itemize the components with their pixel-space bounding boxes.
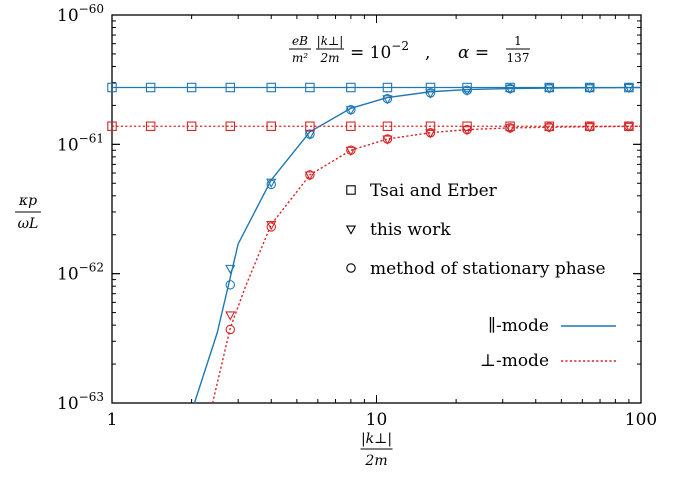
parallel-tsai-erber-marker: [186, 82, 197, 93]
parallel-stationary-phase-marker: [225, 280, 236, 290]
parallel-this-work-marker: [504, 85, 516, 95]
perp-tsai-erber-marker: [382, 121, 393, 131]
perp-stationary-phase-marker: [225, 324, 236, 335]
legend-label-triangle: this work: [370, 220, 451, 240]
perp-this-work-marker: [584, 123, 595, 133]
annotation-alpha-num: 1: [514, 34, 522, 48]
y-tick-label: 10−60: [57, 2, 104, 26]
annotation-alpha: α =: [458, 43, 489, 63]
x-tick-label: 100: [625, 410, 657, 430]
parallel-tsai-erber-marker: [266, 82, 276, 93]
perp-this-work-marker: [225, 311, 236, 321]
parallel-this-work-marker: [544, 84, 555, 94]
parallel-stationary-phase-marker: [544, 83, 555, 93]
annotation-eb: eB: [292, 34, 308, 48]
parallel-tsai-erber-marker: [425, 82, 436, 93]
perp-tsai-erber-marker: [107, 121, 117, 131]
parallel-stationary-phase-marker: [462, 85, 472, 95]
parallel-this-work-marker: [382, 95, 393, 105]
annotation-k: |k⊥|: [317, 34, 344, 48]
perp-this-work-marker: [504, 124, 516, 134]
parallel-tsai-erber-marker: [346, 82, 356, 93]
parallel-stationary-phase-marker: [425, 88, 436, 98]
y-tick-label: 10−61: [57, 131, 104, 155]
parallel-mode-curve: [193, 86, 641, 403]
parallel-this-work-marker: [623, 84, 635, 94]
x-tick-label: 1: [107, 410, 118, 430]
annotation-m2: m²: [292, 51, 308, 65]
annotation-alpha-den: 137: [507, 51, 530, 65]
perp-this-work-marker: [345, 146, 357, 157]
parallel-this-work-marker: [461, 86, 473, 96]
parallel-stationary-phase-marker: [346, 105, 356, 115]
annotation-2m: 2m: [319, 51, 339, 65]
perp-this-work-marker: [266, 221, 277, 231]
parallel-stationary-phase-marker: [505, 83, 515, 94]
y-tick-label: 10−62: [57, 261, 104, 285]
perp-stationary-phase-marker: [346, 145, 356, 156]
marker-layer: [107, 82, 635, 335]
legend-label-circle: method of stationary phase: [370, 259, 606, 279]
text-layer: 1 10 100 10−63 10−62 10−61 10−60 |k⊥| 2m κp ωL eB m²…: [15, 2, 657, 469]
parallel-stationary-phase-marker: [266, 179, 276, 190]
y-tick-label: 10−63: [57, 390, 104, 414]
parallel-stationary-phase-marker: [624, 82, 634, 93]
legend-label-square: Tsai and Erber: [370, 181, 498, 201]
legend-square-marker: [346, 185, 356, 195]
perp-stationary-phase-marker: [305, 170, 315, 180]
perp-tsai-erber-marker: [305, 121, 315, 131]
perp-stationary-phase-marker: [425, 127, 436, 138]
legend-circle-marker: [346, 263, 356, 273]
axes-layer: [111, 14, 642, 404]
perp-stationary-phase-marker: [584, 121, 595, 132]
perp-this-work-marker: [461, 126, 473, 136]
data-layer: [112, 86, 641, 403]
perp-stationary-phase-marker: [382, 134, 393, 144]
x-tick-label: 10: [366, 410, 388, 430]
y-axis-label-denominator: ωL: [18, 216, 39, 232]
perp-tsai-erber-marker: [346, 121, 356, 131]
parallel-stationary-phase-marker: [382, 94, 393, 104]
perp-tsai-erber-marker: [425, 121, 436, 131]
parallel-tsai-erber-marker: [107, 82, 117, 93]
parallel-tsai-erber-marker: [225, 82, 236, 93]
perp-this-work-marker: [425, 129, 436, 139]
parallel-this-work-marker: [225, 264, 236, 275]
perp-stationary-phase-marker: [544, 122, 555, 132]
perp-tsai-erber-marker: [225, 121, 236, 131]
plot-frame: [111, 14, 642, 404]
perp-this-work-marker: [382, 135, 393, 145]
perp-stationary-phase-marker: [462, 124, 472, 135]
perp-this-work-marker: [623, 122, 635, 132]
perp-mode-curve: [211, 125, 641, 403]
perp-stationary-phase-marker: [624, 121, 634, 131]
perp-tsai-erber-marker: [145, 121, 156, 131]
parallel-tsai-erber-marker: [145, 82, 156, 93]
legend-triangle-marker: [345, 225, 357, 235]
annotation-comma: ,: [425, 43, 430, 63]
parallel-this-work-marker: [345, 106, 357, 116]
parallel-tsai-erber-marker: [305, 82, 315, 93]
perp-tsai-erber-marker: [186, 121, 197, 131]
x-axis-label-denominator: 2m: [364, 453, 387, 469]
annotation-rhs: = 10−2: [350, 39, 409, 63]
perp-this-work-marker: [544, 123, 555, 133]
x-axis-label-numerator: |k⊥|: [361, 431, 392, 447]
perp-stationary-phase-marker: [505, 123, 515, 133]
parallel-this-work-marker: [266, 178, 277, 188]
legend-label-parallel-mode: ∥-mode: [488, 316, 549, 336]
legend-label-perp-mode: ⊥-mode: [480, 351, 549, 371]
y-axis-label-numerator: κp: [18, 193, 37, 209]
parallel-stationary-phase-marker: [584, 82, 595, 93]
parallel-tsai-erber-marker: [382, 82, 393, 93]
parallel-this-work-marker: [584, 84, 595, 94]
perp-this-work-marker: [304, 171, 316, 181]
parallel-this-work-marker: [304, 130, 316, 140]
perp-tsai-erber-marker: [266, 121, 276, 131]
parallel-this-work-marker: [425, 89, 436, 99]
perp-stationary-phase-marker: [266, 222, 276, 232]
